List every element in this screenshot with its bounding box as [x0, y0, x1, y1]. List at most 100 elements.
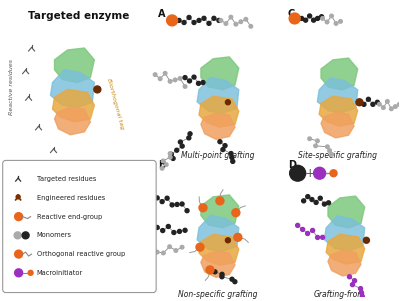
Circle shape [310, 197, 314, 201]
Text: Non-specific grafting: Non-specific grafting [178, 290, 258, 299]
Circle shape [169, 152, 173, 156]
Circle shape [360, 294, 364, 299]
Circle shape [328, 149, 331, 152]
Circle shape [168, 79, 172, 83]
Circle shape [206, 266, 214, 274]
Circle shape [233, 280, 237, 284]
Text: Multi-point grafting: Multi-point grafting [181, 150, 255, 160]
Circle shape [358, 100, 362, 104]
Polygon shape [321, 113, 354, 138]
Circle shape [180, 202, 184, 206]
Circle shape [239, 20, 243, 23]
Circle shape [362, 102, 366, 106]
Circle shape [326, 145, 329, 148]
Circle shape [199, 204, 207, 212]
Circle shape [314, 144, 317, 147]
Circle shape [161, 159, 165, 163]
Circle shape [219, 19, 223, 22]
Circle shape [316, 235, 320, 239]
Circle shape [244, 17, 248, 21]
Circle shape [180, 144, 184, 148]
Circle shape [378, 102, 381, 106]
Circle shape [171, 157, 175, 160]
Text: Grafting-from: Grafting-from [314, 290, 365, 299]
Circle shape [160, 200, 164, 203]
Circle shape [320, 235, 324, 239]
Polygon shape [201, 251, 235, 277]
Text: B: B [158, 160, 166, 170]
Circle shape [196, 243, 204, 251]
Circle shape [304, 18, 308, 22]
Text: D: D [288, 160, 296, 170]
Polygon shape [199, 234, 239, 265]
Text: Targeted enzyme: Targeted enzyme [28, 11, 129, 20]
Circle shape [230, 156, 234, 160]
Circle shape [213, 270, 217, 274]
Circle shape [155, 225, 159, 229]
Circle shape [217, 18, 221, 22]
Circle shape [183, 76, 187, 79]
Polygon shape [319, 96, 358, 126]
Circle shape [175, 148, 179, 152]
Circle shape [220, 275, 224, 279]
Circle shape [167, 15, 178, 26]
Text: C: C [288, 9, 295, 19]
Circle shape [174, 249, 178, 252]
Circle shape [201, 81, 205, 85]
Circle shape [162, 251, 165, 255]
Circle shape [161, 228, 165, 232]
Circle shape [348, 275, 352, 279]
Text: Macroinitiator: Macroinitiator [36, 270, 83, 276]
Circle shape [175, 203, 179, 206]
Circle shape [301, 228, 305, 231]
Circle shape [322, 202, 326, 206]
Circle shape [15, 213, 23, 221]
Circle shape [350, 283, 354, 287]
Polygon shape [52, 89, 94, 122]
Circle shape [358, 287, 362, 290]
Text: Biorthogonal tag: Biorthogonal tag [106, 78, 124, 130]
Polygon shape [317, 78, 358, 113]
Circle shape [28, 270, 33, 275]
Circle shape [364, 237, 370, 243]
Polygon shape [201, 195, 239, 228]
Circle shape [356, 99, 363, 106]
Circle shape [165, 196, 169, 200]
Circle shape [326, 201, 330, 205]
Polygon shape [50, 70, 94, 107]
Circle shape [371, 102, 375, 106]
Circle shape [231, 160, 235, 163]
Circle shape [330, 14, 333, 18]
Circle shape [302, 199, 306, 203]
Circle shape [221, 147, 225, 151]
Circle shape [352, 279, 356, 283]
Circle shape [155, 250, 159, 254]
Text: Site-specific grafting: Site-specific grafting [298, 150, 377, 160]
Circle shape [15, 269, 23, 277]
Circle shape [158, 77, 162, 81]
Circle shape [164, 163, 168, 166]
Circle shape [234, 22, 238, 26]
Circle shape [386, 100, 389, 103]
Circle shape [226, 100, 230, 105]
Circle shape [306, 231, 310, 235]
Text: +: + [304, 167, 315, 180]
Circle shape [14, 232, 21, 239]
Circle shape [321, 17, 324, 20]
Text: Reactive end-group: Reactive end-group [36, 214, 102, 220]
Circle shape [311, 228, 315, 232]
Circle shape [312, 18, 316, 22]
Circle shape [398, 103, 400, 106]
Circle shape [192, 20, 196, 24]
Circle shape [220, 272, 224, 276]
Circle shape [182, 20, 186, 24]
Circle shape [394, 105, 397, 108]
Circle shape [166, 225, 170, 228]
Circle shape [390, 107, 393, 110]
Circle shape [192, 75, 196, 79]
Circle shape [216, 197, 224, 205]
Circle shape [173, 78, 177, 82]
Polygon shape [54, 107, 90, 135]
Polygon shape [321, 58, 358, 90]
Circle shape [314, 200, 318, 204]
